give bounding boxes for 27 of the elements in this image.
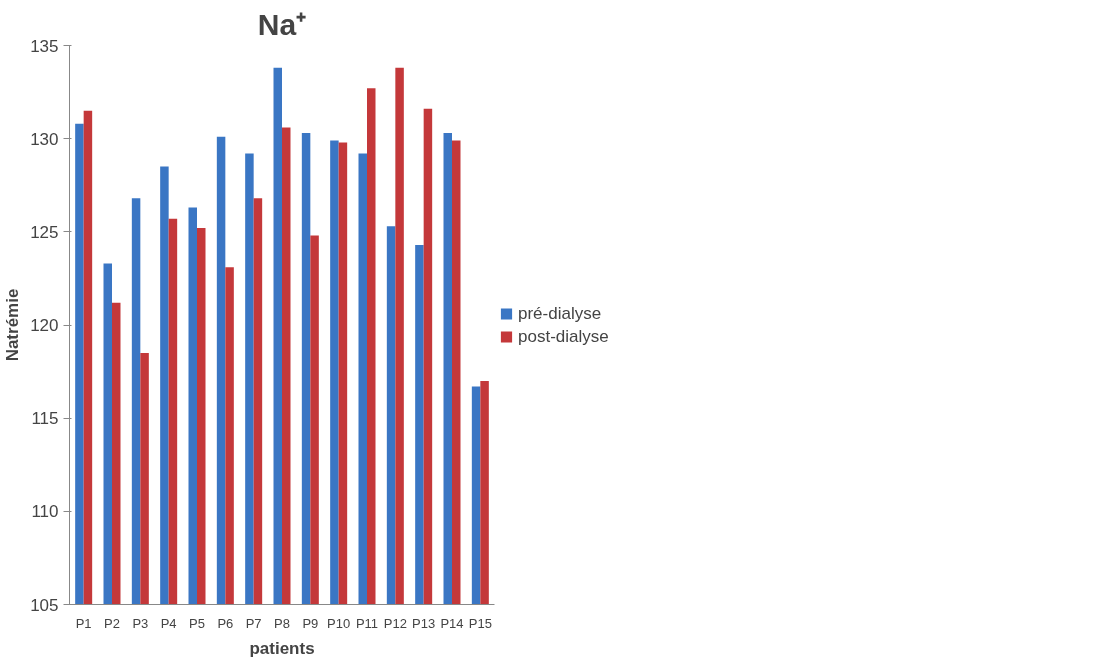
x-tick-label: P12 [383,615,407,631]
legend-label: post-dialyse [518,326,609,346]
y-tick-label: 110 [31,502,59,522]
x-tick-label: P7 [245,615,262,631]
y-axis-title: Natrémie [3,288,23,362]
x-tick-label: P5 [189,615,205,631]
y-tick-label: 135 [30,36,59,56]
x-tick-label: P13 [412,615,436,631]
x-tick-label: P2 [104,615,120,631]
legend-label: pré-dialyse [518,303,602,323]
y-tick-label: 115 [31,409,59,429]
x-tick-label: P14 [440,615,464,631]
y-tick-label: 105 [30,595,59,615]
x-tick-label: P1 [75,615,92,631]
chart-title: Na⁺ [257,7,307,41]
y-tick-label: 130 [30,129,59,149]
y-tick-label: 120 [30,316,59,335]
x-tick-label: P6 [217,615,234,631]
y-tick-label: 125 [30,222,59,242]
x-tick-label: P15 [468,615,492,631]
x-tick-label: P9 [302,615,319,631]
x-tick-label: P10 [327,615,351,631]
x-axis-title: patients [249,638,315,658]
x-tick-label: P8 [274,615,290,631]
x-tick-label: P3 [132,615,149,631]
x-tick-label: P11 [355,615,379,631]
x-tick-label: P4 [160,615,177,631]
